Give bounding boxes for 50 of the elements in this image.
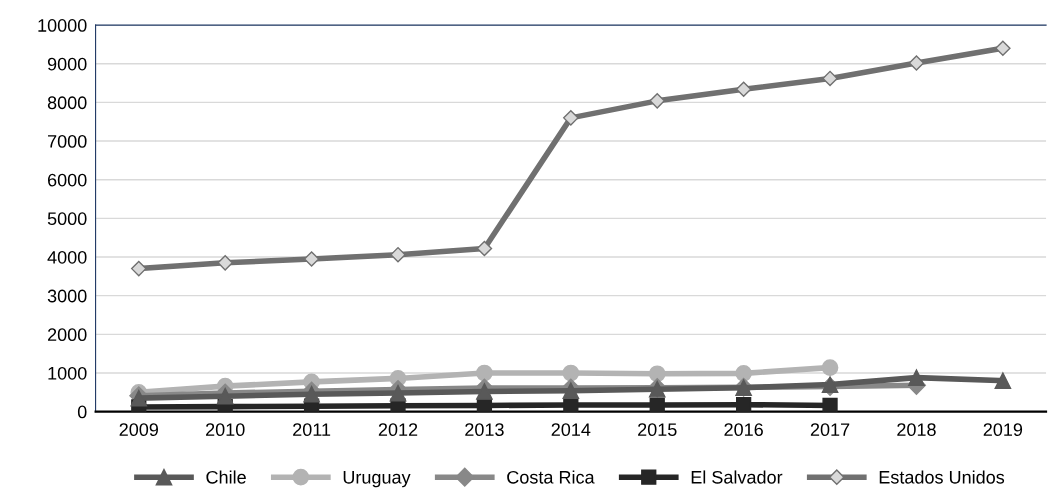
point (821, 376, 839, 393)
legend-label: Estados Unidos (879, 470, 1005, 484)
legend-label: Uruguay (343, 471, 411, 488)
point (822, 397, 838, 412)
point (217, 255, 233, 271)
legend-label: Chile (206, 470, 246, 484)
point (735, 81, 752, 98)
y-tick-label: 7000 (48, 135, 87, 148)
y-tick-label: 9000 (47, 57, 87, 71)
x-tick-label: 2015 (638, 423, 677, 437)
point (908, 369, 925, 386)
x-tick-label: 2019 (983, 423, 1023, 437)
x-tick-label: 2012 (378, 423, 418, 437)
y-tick-label: 5000 (47, 212, 87, 226)
point (476, 364, 493, 382)
x-tick-label: 2009 (119, 423, 159, 437)
point (562, 364, 580, 382)
y-tick-label: 8000 (47, 96, 87, 110)
point (649, 397, 665, 412)
x-tick-label: 2016 (724, 423, 763, 437)
y-tick-label: 10000 (38, 19, 87, 32)
legend-label: El Salvador (691, 470, 783, 484)
y-tick-label: 2000 (47, 328, 87, 342)
x-tick-label: 2018 (897, 423, 936, 437)
point (736, 397, 752, 412)
y-tick-label: 4000 (47, 250, 87, 264)
point (995, 40, 1011, 57)
point (735, 365, 752, 382)
point (131, 260, 147, 277)
point (821, 359, 839, 376)
y-tick-label: 1000 (48, 366, 87, 380)
legend-label: Costa Rica (507, 470, 595, 484)
point (822, 70, 838, 87)
x-tick-label: 2014 (551, 423, 591, 437)
point (303, 251, 320, 267)
point (648, 365, 666, 383)
y-tick-label: 3000 (47, 289, 87, 303)
point (476, 383, 493, 400)
point (908, 55, 925, 71)
point (649, 93, 665, 109)
point (563, 110, 579, 126)
x-tick-label: 2017 (810, 423, 850, 437)
point (994, 372, 1012, 390)
y-tick-label: 0 (77, 405, 87, 419)
point (476, 240, 493, 257)
x-tick-label: 2013 (465, 423, 504, 437)
y-tick-label: 6000 (48, 173, 87, 187)
x-tick-label: 2011 (293, 423, 331, 437)
point (390, 246, 406, 263)
x-tick-label: 2010 (206, 423, 245, 437)
